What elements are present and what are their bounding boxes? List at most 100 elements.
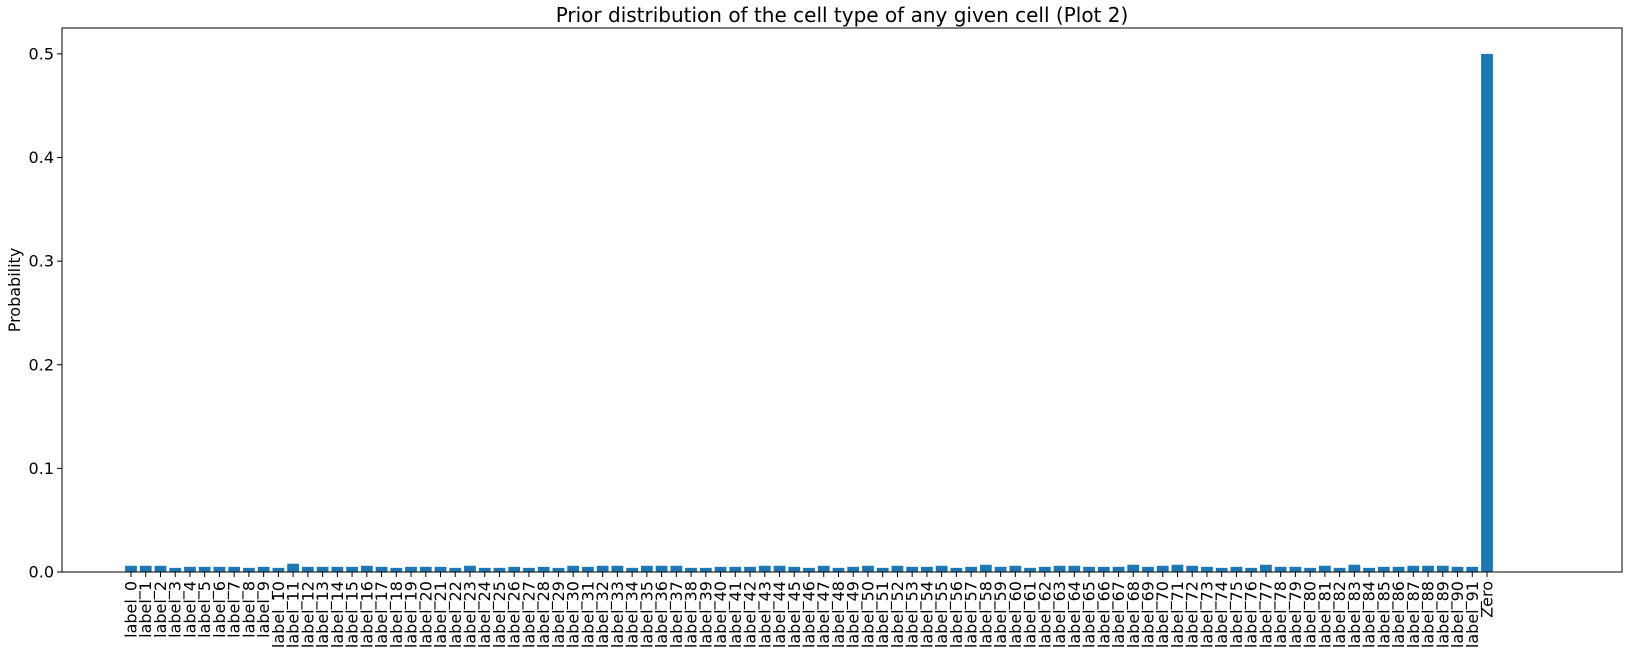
bar — [434, 566, 447, 572]
x-tick-label: label_28 — [534, 581, 554, 648]
y-ticks-layer: 0.0 0.1 0.2 0.3 0.4 0.5 — [29, 44, 62, 582]
bar — [685, 567, 697, 572]
x-tick-label: label_12 — [298, 581, 318, 648]
bar — [1274, 566, 1287, 572]
bar — [1392, 566, 1405, 572]
bar — [670, 565, 683, 572]
x-tick-label: label_51 — [873, 581, 893, 648]
x-tick-label: label_72 — [1183, 581, 1203, 648]
y-tick-label: 0.5 — [29, 44, 54, 63]
x-tick-label: label_5 — [195, 581, 215, 638]
x-tick-label: label_76 — [1242, 581, 1262, 648]
x-tick-label: label_23 — [461, 581, 481, 648]
x-tick-label: label_60 — [1006, 581, 1026, 648]
x-tick-label: label_59 — [991, 581, 1011, 648]
x-tick-label: label_31 — [578, 581, 598, 648]
x-tick-label: label_74 — [1212, 581, 1232, 648]
bar — [655, 565, 668, 572]
x-tick-label: label_64 — [1065, 581, 1085, 648]
bar — [1377, 566, 1390, 572]
x-tick-label: label_10 — [269, 581, 289, 648]
bar — [169, 567, 182, 572]
bar — [596, 565, 609, 572]
x-tick-label: label_75 — [1227, 581, 1247, 648]
bar — [1304, 567, 1317, 572]
bar — [817, 565, 830, 572]
x-tick-label: label_50 — [858, 581, 878, 648]
x-tick-label: label_89 — [1433, 581, 1453, 648]
x-tick-label: Zero — [1478, 581, 1497, 618]
x-tick-label: label_13 — [313, 581, 333, 648]
x-tick-label: label_39 — [696, 581, 716, 648]
y-tick-label: 0.2 — [29, 355, 54, 374]
x-tick-label: label_41 — [726, 581, 746, 648]
bar — [626, 567, 639, 572]
bar — [493, 567, 506, 572]
x-tick-label: label_66 — [1094, 581, 1114, 648]
x-tick-label: label_0 — [122, 581, 142, 638]
bar — [375, 566, 388, 572]
bar — [906, 566, 919, 572]
x-tick-label: label_2 — [151, 581, 171, 638]
x-tick-label: label_16 — [357, 581, 377, 648]
x-tick-label: label_40 — [711, 581, 731, 648]
x-tick-label: label_91 — [1463, 581, 1483, 648]
bar — [994, 566, 1007, 572]
bar — [1038, 566, 1051, 572]
x-tick-label: label_45 — [785, 581, 805, 648]
bar — [478, 567, 491, 572]
x-tick-label: label_15 — [343, 581, 363, 648]
bar — [1186, 565, 1199, 572]
bar — [935, 565, 948, 572]
bar — [1289, 566, 1302, 572]
x-tick-label: label_82 — [1330, 581, 1350, 648]
x-tick-label: label_79 — [1286, 581, 1306, 648]
bar — [582, 566, 594, 572]
bar — [1422, 565, 1434, 572]
x-tick-label: label_32 — [593, 581, 613, 648]
x-tick-label: label_33 — [608, 581, 628, 648]
bar — [257, 566, 270, 572]
x-tick-label: label_71 — [1168, 581, 1188, 648]
y-tick-label: 0.1 — [29, 459, 54, 478]
bar — [449, 567, 462, 572]
x-tick-label: label_62 — [1035, 581, 1055, 648]
bar — [272, 567, 285, 572]
x-tick-label: label_25 — [490, 581, 510, 648]
bar — [611, 565, 624, 572]
x-tick-label: label_42 — [741, 581, 761, 648]
bar — [1407, 565, 1420, 572]
x-tick-label: label_56 — [947, 581, 967, 648]
bar — [1009, 565, 1022, 572]
x-tick-label: label_54 — [917, 581, 937, 648]
bar — [523, 567, 535, 572]
x-tick-label: label_55 — [932, 581, 952, 648]
x-tick-label: label_38 — [682, 581, 702, 648]
x-tick-label: label_84 — [1360, 581, 1380, 648]
bar — [419, 566, 432, 572]
bar — [1171, 564, 1184, 572]
bar — [1053, 565, 1066, 572]
y-axis-label: Probability — [5, 248, 24, 333]
bar — [744, 566, 756, 572]
bar — [1068, 565, 1081, 572]
bar — [1348, 564, 1361, 572]
bar — [699, 567, 712, 572]
x-tick-label: label_26 — [505, 581, 525, 648]
bar — [1112, 566, 1125, 572]
bar — [1230, 566, 1243, 572]
x-tick-label: label_83 — [1345, 581, 1365, 648]
x-tick-label: label_87 — [1404, 581, 1424, 648]
bar — [1024, 567, 1036, 572]
x-tick-label: label_58 — [976, 581, 996, 648]
x-ticks-layer: label_0label_1label_2label_3label_4label… — [122, 572, 1497, 648]
bar — [346, 566, 358, 572]
chart-title: Prior distribution of the cell type of a… — [556, 3, 1129, 27]
x-tick-label: label_36 — [652, 581, 672, 648]
bar — [301, 566, 314, 572]
x-tick-label: label_17 — [372, 581, 392, 648]
y-tick-label: 0.0 — [29, 563, 54, 582]
x-tick-label: label_53 — [903, 581, 923, 648]
x-tick-label: label_81 — [1315, 581, 1335, 648]
bar — [891, 565, 904, 572]
